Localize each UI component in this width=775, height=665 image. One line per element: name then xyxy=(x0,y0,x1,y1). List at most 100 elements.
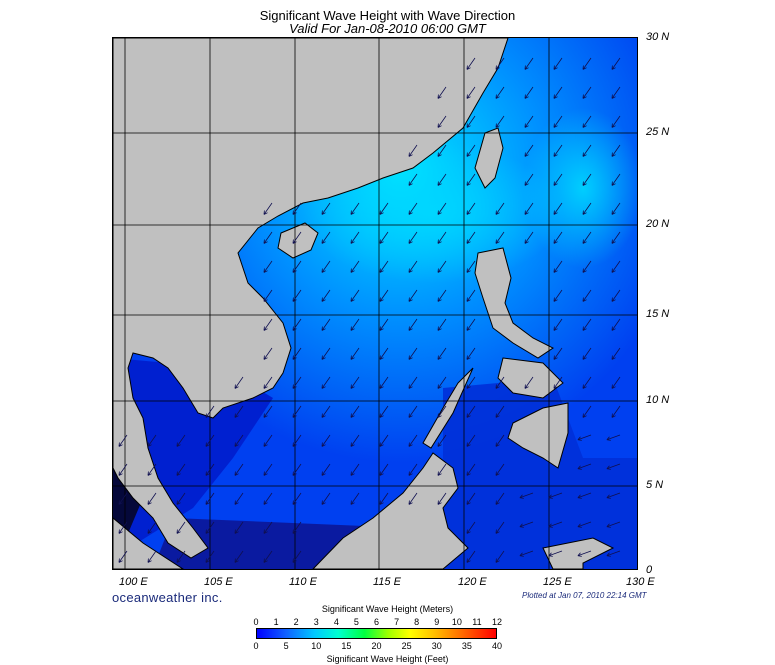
wave-arrow xyxy=(437,463,447,476)
wave-arrow xyxy=(263,260,273,273)
wave-arrow xyxy=(263,289,273,302)
legend-feet-tick: 15 xyxy=(341,641,352,651)
wave-arrow xyxy=(118,521,128,534)
legend-meter-tick: 5 xyxy=(353,617,359,627)
legend-feet-tick: 10 xyxy=(311,641,322,651)
wave-arrow xyxy=(466,318,476,331)
lat-label-5n: 5 N xyxy=(646,479,664,491)
wave-arrow xyxy=(524,376,534,389)
wave-arrow xyxy=(234,550,244,563)
lat-label-20n: 20 N xyxy=(646,218,670,230)
legend-meter-tick: 4 xyxy=(333,617,339,627)
wave-arrow xyxy=(147,550,157,563)
wave-arrow xyxy=(524,202,534,215)
wave-arrow xyxy=(611,202,621,215)
wave-arrow xyxy=(408,173,418,186)
wave-arrow xyxy=(611,289,621,302)
wave-arrow xyxy=(553,144,563,157)
wave-arrow xyxy=(408,347,418,360)
wave-arrow xyxy=(611,347,621,360)
wave-arrow xyxy=(263,492,273,505)
wave-arrow xyxy=(292,318,302,331)
wave-arrow xyxy=(437,260,447,273)
wave-arrow xyxy=(577,434,592,441)
wave-arrow xyxy=(466,144,476,157)
wave-arrow xyxy=(466,202,476,215)
wave-arrow xyxy=(118,550,128,563)
wave-arrow xyxy=(408,463,418,476)
wave-arrow xyxy=(263,231,273,244)
wave-arrow xyxy=(408,376,418,389)
wave-arrow xyxy=(524,173,534,186)
wave-arrow xyxy=(611,144,621,157)
wave-arrow xyxy=(582,318,592,331)
lon-label-115e: 115 E xyxy=(373,576,401,588)
wave-arrow xyxy=(379,347,389,360)
wave-arrow xyxy=(350,434,360,447)
legend-feet-tick: 30 xyxy=(431,641,442,651)
wave-arrow xyxy=(292,521,302,534)
wave-arrow xyxy=(466,86,476,99)
wave-arrow xyxy=(437,318,447,331)
wave-arrow xyxy=(205,463,215,476)
wave-arrow xyxy=(437,173,447,186)
wave-arrow xyxy=(437,405,447,418)
wave-arrow xyxy=(548,492,563,499)
wave-arrow xyxy=(553,231,563,244)
wave-arrow xyxy=(582,115,592,128)
wave-arrow xyxy=(553,347,563,360)
lat-lon-grid xyxy=(113,38,637,569)
legend-meter-tick: 3 xyxy=(313,617,319,627)
legend-meter-tick: 11 xyxy=(472,617,482,627)
wave-arrow xyxy=(606,434,621,441)
wave-arrow xyxy=(350,492,360,505)
wave-arrow xyxy=(350,231,360,244)
wave-arrow xyxy=(582,202,592,215)
wave-arrow xyxy=(379,260,389,273)
wave-arrow xyxy=(524,231,534,244)
wave-arrow xyxy=(611,231,621,244)
lat-label-0: 0 xyxy=(646,564,653,576)
wave-arrow xyxy=(263,376,273,389)
wave-arrow xyxy=(321,492,331,505)
wave-arrow xyxy=(553,173,563,186)
wave-arrow xyxy=(292,231,302,244)
wave-arrow xyxy=(118,434,128,447)
lat-label-15n: 15 N xyxy=(646,308,670,320)
wave-arrow xyxy=(524,144,534,157)
legend-meter-tick: 10 xyxy=(451,617,462,627)
wave-arrow xyxy=(292,347,302,360)
wave-arrow xyxy=(548,521,563,528)
wave-arrow xyxy=(553,289,563,302)
wave-arrow xyxy=(292,289,302,302)
wave-arrow xyxy=(408,405,418,418)
wave-arrow xyxy=(466,521,476,534)
wave-arrow xyxy=(582,173,592,186)
wave-arrow xyxy=(379,318,389,331)
wave-arrow xyxy=(519,550,534,557)
wave-direction-arrows xyxy=(118,57,621,563)
taiwan-island xyxy=(474,127,504,189)
wave-arrow xyxy=(263,405,273,418)
wave-arrow xyxy=(205,492,215,505)
legend-color-bar xyxy=(256,628,497,639)
wave-arrow xyxy=(234,463,244,476)
wave-arrow xyxy=(321,318,331,331)
wave-arrow xyxy=(379,289,389,302)
wave-arrow xyxy=(234,434,244,447)
wave-arrow xyxy=(466,405,476,418)
wave-arrow xyxy=(582,376,592,389)
legend-meter-tick: 12 xyxy=(491,617,502,627)
wave-arrow xyxy=(582,57,592,70)
wave-arrow xyxy=(611,173,621,186)
lon-label-105e: 105 E xyxy=(204,576,233,588)
wave-arrow xyxy=(606,521,621,528)
wave-arrow xyxy=(321,463,331,476)
wave-arrow xyxy=(408,492,418,505)
wave-arrow xyxy=(582,405,592,418)
wave-arrow xyxy=(553,318,563,331)
lat-label-25n: 25 N xyxy=(646,126,670,138)
wave-arrow xyxy=(606,463,621,470)
wave-arrow xyxy=(292,260,302,273)
wave-arrow xyxy=(524,86,534,99)
